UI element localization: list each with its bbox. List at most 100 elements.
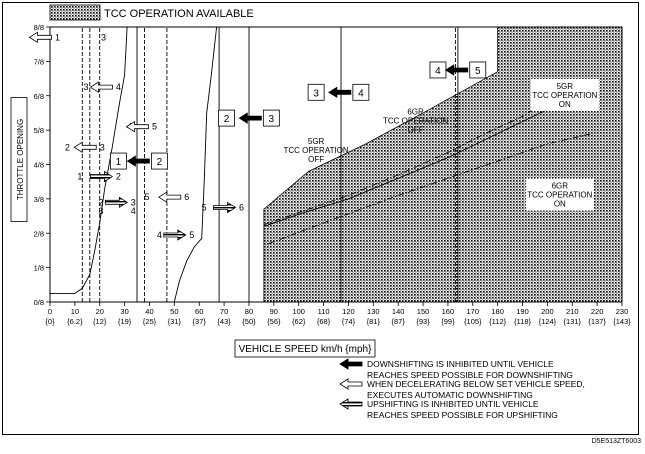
x-tick-label: 90 — [270, 307, 278, 316]
curve-label: 5GR — [308, 137, 325, 146]
gear-box — [109, 152, 127, 170]
x-tick-label: 140 — [392, 307, 405, 316]
x-tick-label-mph: {143} — [613, 317, 631, 326]
gear-label: 3 — [269, 114, 275, 125]
x-tick-label-mph: {93} — [416, 317, 430, 326]
gear-box — [469, 61, 487, 79]
solid-left-arrow — [445, 64, 469, 76]
x-tick-label-mph: {6.2} — [67, 317, 83, 326]
shift-line-13 — [263, 109, 548, 227]
gear-label: 2 — [224, 114, 230, 125]
gear-label: 1 — [116, 157, 122, 168]
curve-label: TCC OPERATION — [532, 91, 597, 100]
x-tick-label-mph: {19} — [118, 317, 132, 326]
x-tick-label-mph: {74} — [342, 317, 356, 326]
curve-label: 6GR — [407, 108, 424, 117]
curve-label: 5GR — [557, 82, 574, 91]
x-tick-label-mph: {99} — [441, 317, 455, 326]
x-tick-label: 160 — [442, 307, 455, 316]
gear-label: 2 — [98, 197, 103, 207]
legend-item-label: UPSHIFTING IS INHIBITED UNTIL VEHICLE — [367, 399, 539, 409]
open-arrow-legend-icon — [339, 378, 363, 390]
x-tick-label-mph: {31} — [168, 317, 182, 326]
x-tick-label-mph: {43} — [217, 317, 231, 326]
gear-label: 2 — [157, 157, 163, 168]
y-tick-label: 4/8 — [34, 161, 44, 170]
gear-box — [218, 109, 235, 127]
gear-label: 3 — [100, 142, 105, 152]
x-tick-label: 120 — [342, 307, 355, 316]
x-tick-label-mph: {25} — [143, 317, 157, 326]
shift-line-7 — [173, 26, 218, 303]
curve-label: OFF — [308, 155, 324, 164]
x-tick-label: 60 — [195, 307, 203, 316]
x-tick-label: 20 — [96, 307, 104, 316]
curve-label: 6GR — [552, 182, 569, 191]
y-tick-label: 6/8 — [34, 92, 44, 101]
curve-label: TCC OPERATION — [284, 146, 349, 155]
solid-left-arrow — [238, 112, 262, 124]
gear-label: 5 — [202, 202, 207, 212]
gear-label: 5 — [189, 230, 194, 240]
x-tick-label: 230 — [616, 307, 629, 316]
open-left-arrow — [28, 31, 52, 44]
legend-item-label: REACHES SPEED POSSIBLE FOR DOWNSHIFTING — [367, 370, 573, 380]
chart-frame — [2, 2, 639, 435]
x-tick-label-mph: {105} — [464, 317, 482, 326]
legend-item-label: EXECUTES AUTOMATIC DOWNSHIFTING — [367, 390, 533, 400]
x-tick-label: 50 — [170, 307, 178, 316]
x-tick-label: 210 — [566, 307, 579, 316]
x-tick-label-mph: {37} — [193, 317, 207, 326]
y-tick-label: 5/8 — [34, 126, 44, 135]
x-tick-label: 110 — [318, 307, 330, 316]
legend-top-label: TCC OPERATION AVAILABLE — [104, 8, 254, 20]
x-tick-label: 170 — [467, 307, 480, 316]
x-tick-label-mph: {131} — [563, 317, 581, 326]
solid-left-arrow — [126, 155, 150, 167]
y-tick-label: 0/8 — [34, 298, 44, 307]
open-left-arrow — [125, 120, 149, 133]
x-tick-label: 150 — [417, 307, 430, 316]
gear-label: 1 — [55, 32, 60, 42]
gear-label: 3 — [84, 82, 89, 92]
y-tick-label: 7/8 — [34, 57, 44, 66]
gear-box — [262, 109, 280, 127]
curve-label: OFF — [408, 126, 424, 135]
x-tick-label-mph: {62} — [292, 317, 306, 326]
y-tick-label: 3/8 — [34, 195, 44, 204]
x-tick-label: 190 — [516, 307, 529, 316]
x-tick-label: 200 — [541, 307, 554, 316]
x-tick-label-mph: {124} — [539, 317, 557, 326]
xlabel-box — [234, 339, 376, 358]
gear-label: 6 — [184, 192, 189, 202]
x-tick-label-mph: {68} — [317, 317, 331, 326]
xlabel: VEHICLE SPEED km/h {mph} — [239, 344, 372, 355]
x-tick-label-mph: {118} — [514, 317, 531, 326]
x-tick-label: 40 — [145, 307, 153, 316]
curve-label: ON — [559, 100, 571, 109]
open-left-arrow — [89, 81, 113, 93]
x-tick-label: 220 — [591, 307, 604, 316]
curve-label: ON — [554, 200, 566, 209]
y-tick-label: 8/8 — [34, 23, 44, 32]
ylabel: THROTTLE OPENING — [16, 119, 25, 200]
x-tick-label-mph: {87} — [391, 317, 405, 326]
legend-top-swatch — [49, 4, 101, 21]
gear-box — [151, 152, 168, 170]
hatched-right-arrow — [213, 201, 237, 214]
gear-label: 4 — [157, 230, 162, 240]
gear-label: 2 — [116, 172, 121, 182]
hatched-right-arrow — [104, 196, 129, 209]
gear-label: 4 — [131, 206, 136, 216]
curve-label: TCC OPERATION — [383, 117, 448, 126]
curve-label: TCC OPERATION — [527, 191, 592, 200]
shift-line-14 — [263, 85, 573, 226]
x-tick-label: 130 — [367, 307, 380, 316]
x-tick-label: 180 — [491, 307, 504, 316]
curve-label-bg — [525, 178, 594, 211]
x-tick-label: 100 — [292, 307, 305, 316]
gear-label: 6 — [239, 202, 244, 212]
gear-label: 3 — [98, 206, 103, 216]
hatched-right-arrow — [163, 229, 187, 241]
